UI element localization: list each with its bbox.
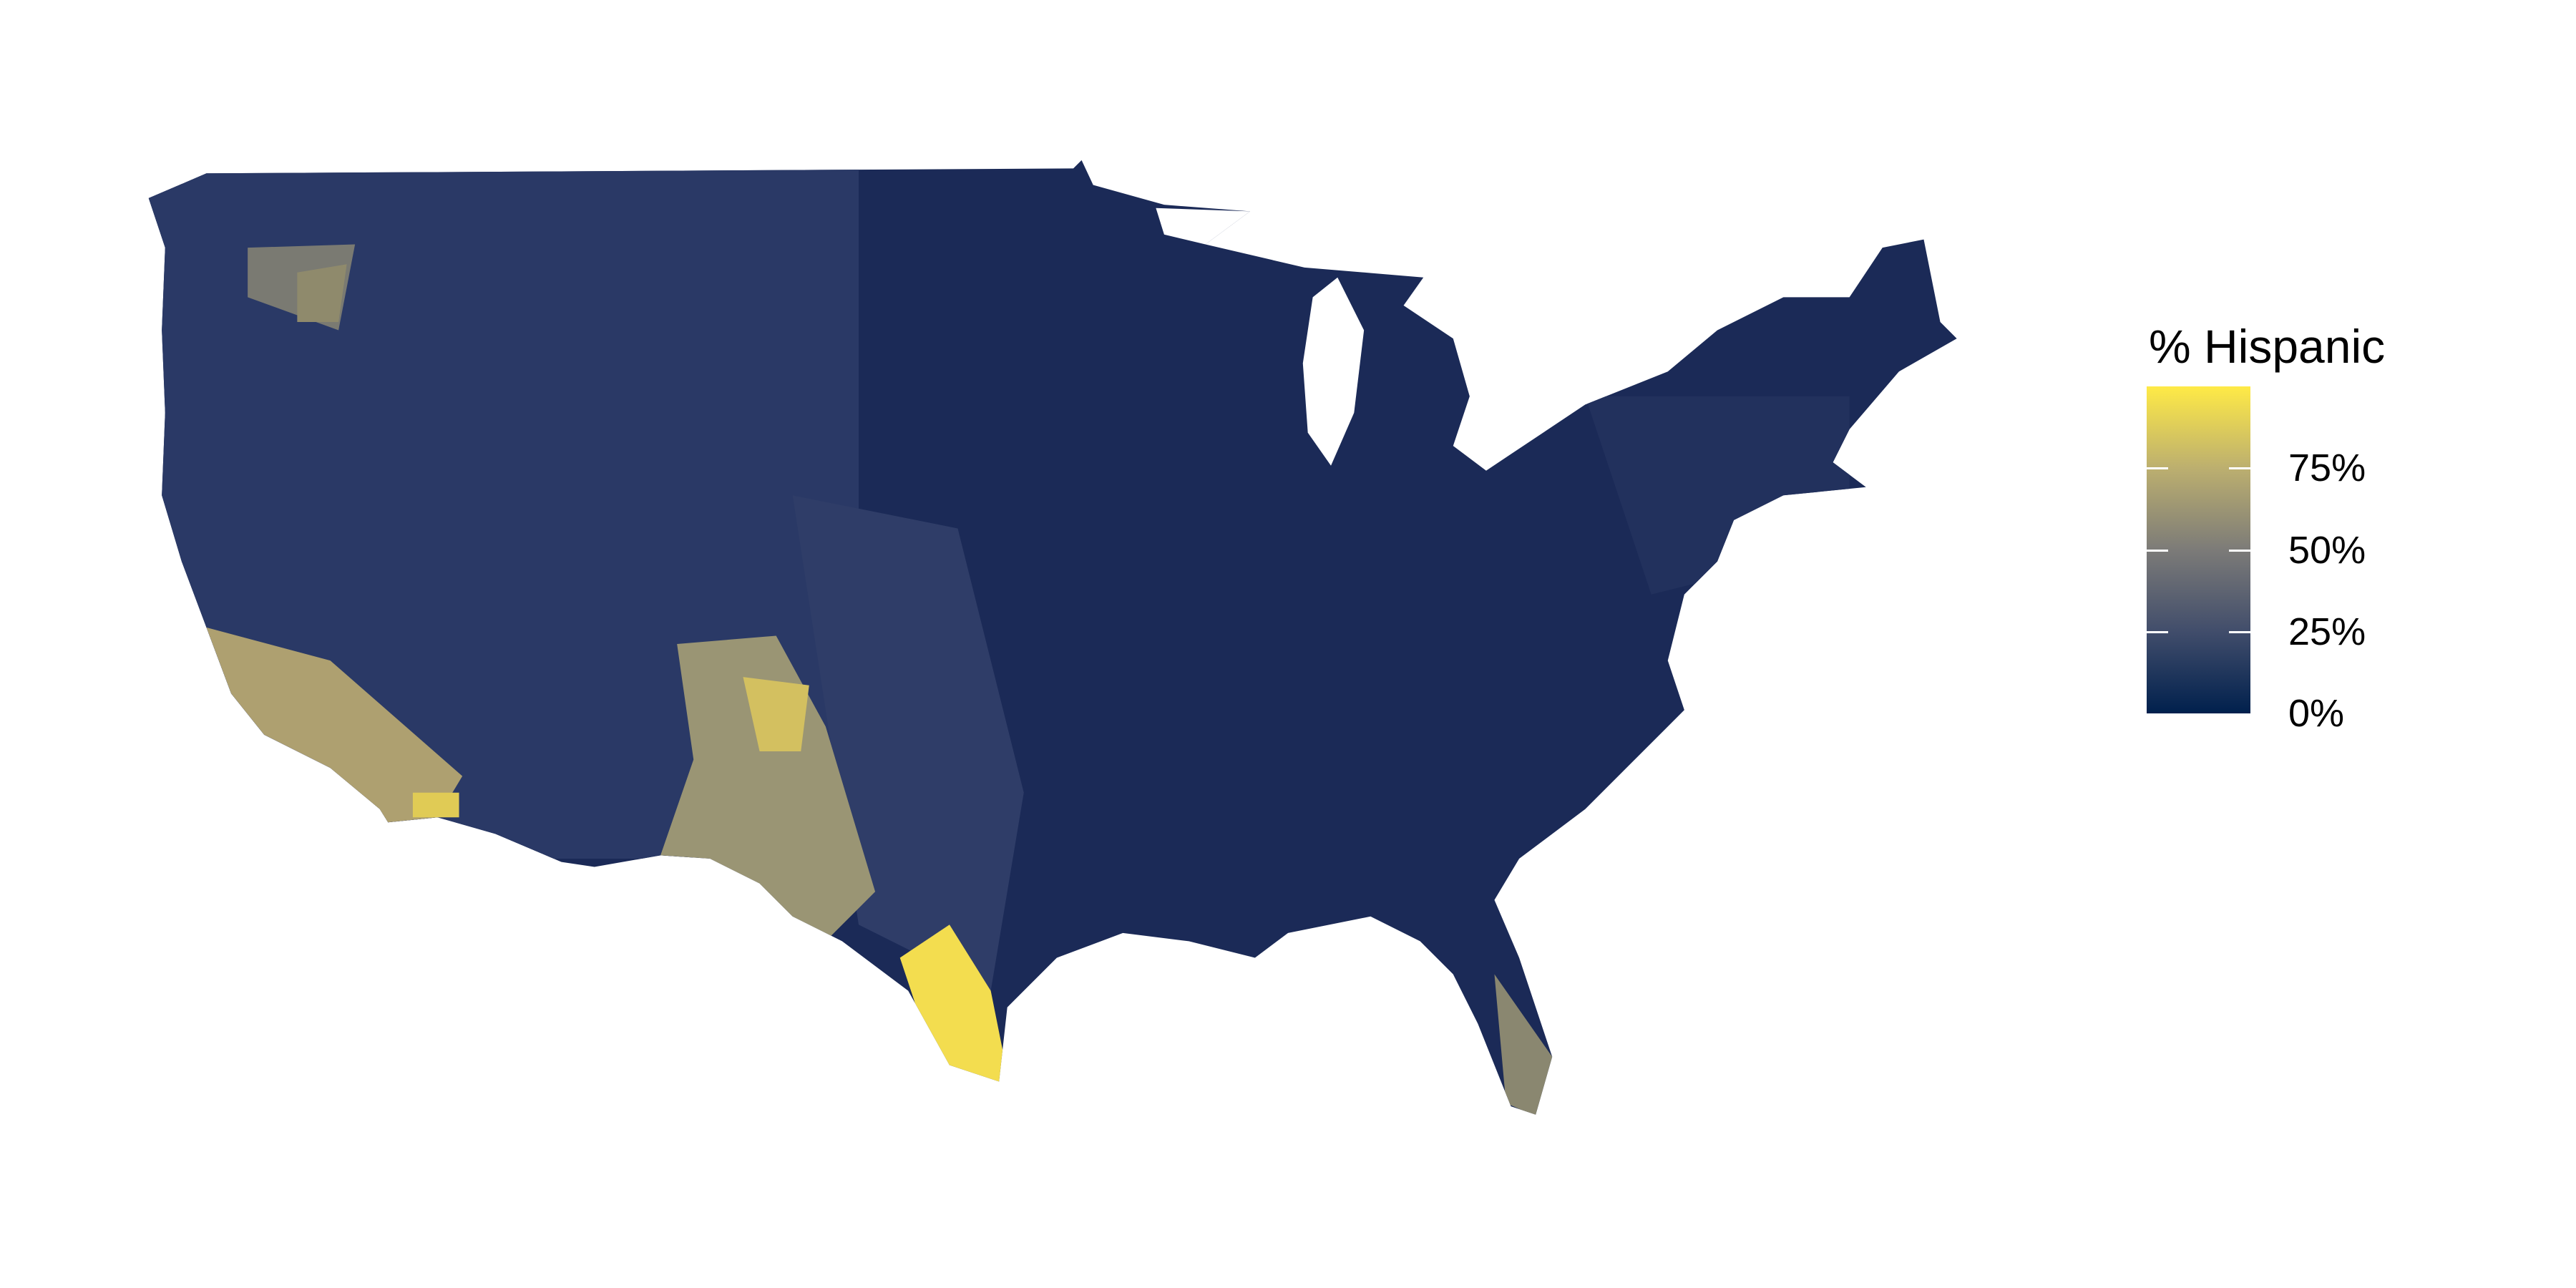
legend-tick-mark <box>2229 630 2250 633</box>
legend-tick-label: 50% <box>2288 528 2366 572</box>
yakima-region <box>297 264 347 323</box>
imperial-county <box>412 792 459 818</box>
legend-tick-label: 25% <box>2288 610 2366 653</box>
lake-superior <box>1156 208 1250 245</box>
legend-title: % Hispanic <box>2149 320 2386 373</box>
lake-michigan <box>1302 277 1365 466</box>
legend-tick-mark <box>2147 630 2168 633</box>
legend-tick-mark <box>2147 549 2168 552</box>
south-texas-region <box>899 924 1011 1091</box>
south-florida-region <box>1494 974 1553 1115</box>
legend-tick-mark <box>2229 467 2250 470</box>
legend-tick-mark <box>2147 467 2168 470</box>
legend-tick-mark <box>2229 549 2250 552</box>
west-texas-new-mexico-region <box>660 635 876 942</box>
central-texas-blob <box>743 677 809 752</box>
legend-tick-label: 0% <box>2288 692 2345 735</box>
legend-tick-label: 75% <box>2288 447 2366 490</box>
south-california-region <box>206 627 463 823</box>
